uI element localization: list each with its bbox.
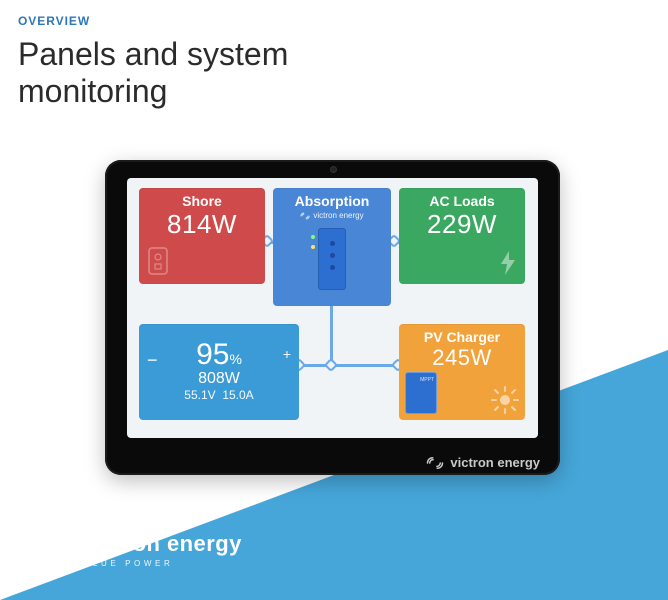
tile-shore[interactable]: Shore 814W xyxy=(139,188,265,284)
tile-ac-loads[interactable]: AC Loads 229W xyxy=(399,188,525,284)
wire-node xyxy=(324,358,338,372)
tile-pv-label: PV Charger xyxy=(399,324,525,345)
panel-footer-brand-text: victron energy xyxy=(450,455,540,470)
battery-watts: 808W xyxy=(139,370,299,388)
bolt-icon xyxy=(499,250,517,276)
page-footer-brand-name: victron energy xyxy=(84,531,242,557)
logo-ripple-icon xyxy=(300,212,310,220)
tile-pv-value: 245W xyxy=(399,345,525,371)
battery-percent-unit: % xyxy=(229,351,241,367)
logo-ripple-icon xyxy=(40,537,74,563)
shore-plug-icon xyxy=(147,246,169,276)
tablet-frame: Shore 814W Absorption victron energy xyxy=(105,160,560,475)
section-overline: OVERVIEW xyxy=(18,14,90,28)
page-footer-brand: victron energy BLUE POWER xyxy=(40,531,242,568)
tile-shore-value: 814W xyxy=(139,209,265,240)
page-title: Panels and system monitoring xyxy=(18,36,438,110)
tile-inverter-brand: victron energy xyxy=(273,211,391,220)
tile-inverter-label: Absorption xyxy=(273,188,391,209)
tile-battery[interactable]: − + 95% 808W 55.1V 15.0A xyxy=(139,324,299,420)
battery-percent: 95 xyxy=(196,338,229,372)
battery-voltage: 55.1V xyxy=(184,388,215,402)
tile-inverter[interactable]: Absorption victron energy xyxy=(273,188,391,306)
tile-ac-loads-label: AC Loads xyxy=(399,188,525,209)
page-footer-brand-tagline: BLUE POWER xyxy=(84,559,242,568)
logo-ripple-icon xyxy=(426,456,444,470)
battery-minus-icon: − xyxy=(147,350,158,371)
mppt-device-icon: MPPT xyxy=(405,372,437,414)
tile-inverter-brand-text: victron energy xyxy=(313,211,363,220)
wire xyxy=(330,306,333,366)
camera-dot xyxy=(330,166,337,173)
tile-shore-label: Shore xyxy=(139,188,265,209)
panel-footer-brand: victron energy xyxy=(426,455,540,470)
battery-current: 15.0A xyxy=(222,388,253,402)
sun-icon xyxy=(491,386,519,414)
tile-ac-loads-value: 229W xyxy=(399,209,525,240)
mppt-label: MPPT xyxy=(420,377,434,383)
inverter-device-icon xyxy=(318,228,346,290)
wire xyxy=(299,364,399,367)
monitor-screen: Shore 814W Absorption victron energy xyxy=(127,178,538,438)
tile-pv-charger[interactable]: PV Charger 245W MPPT xyxy=(399,324,525,420)
battery-plus-icon: + xyxy=(283,346,291,362)
